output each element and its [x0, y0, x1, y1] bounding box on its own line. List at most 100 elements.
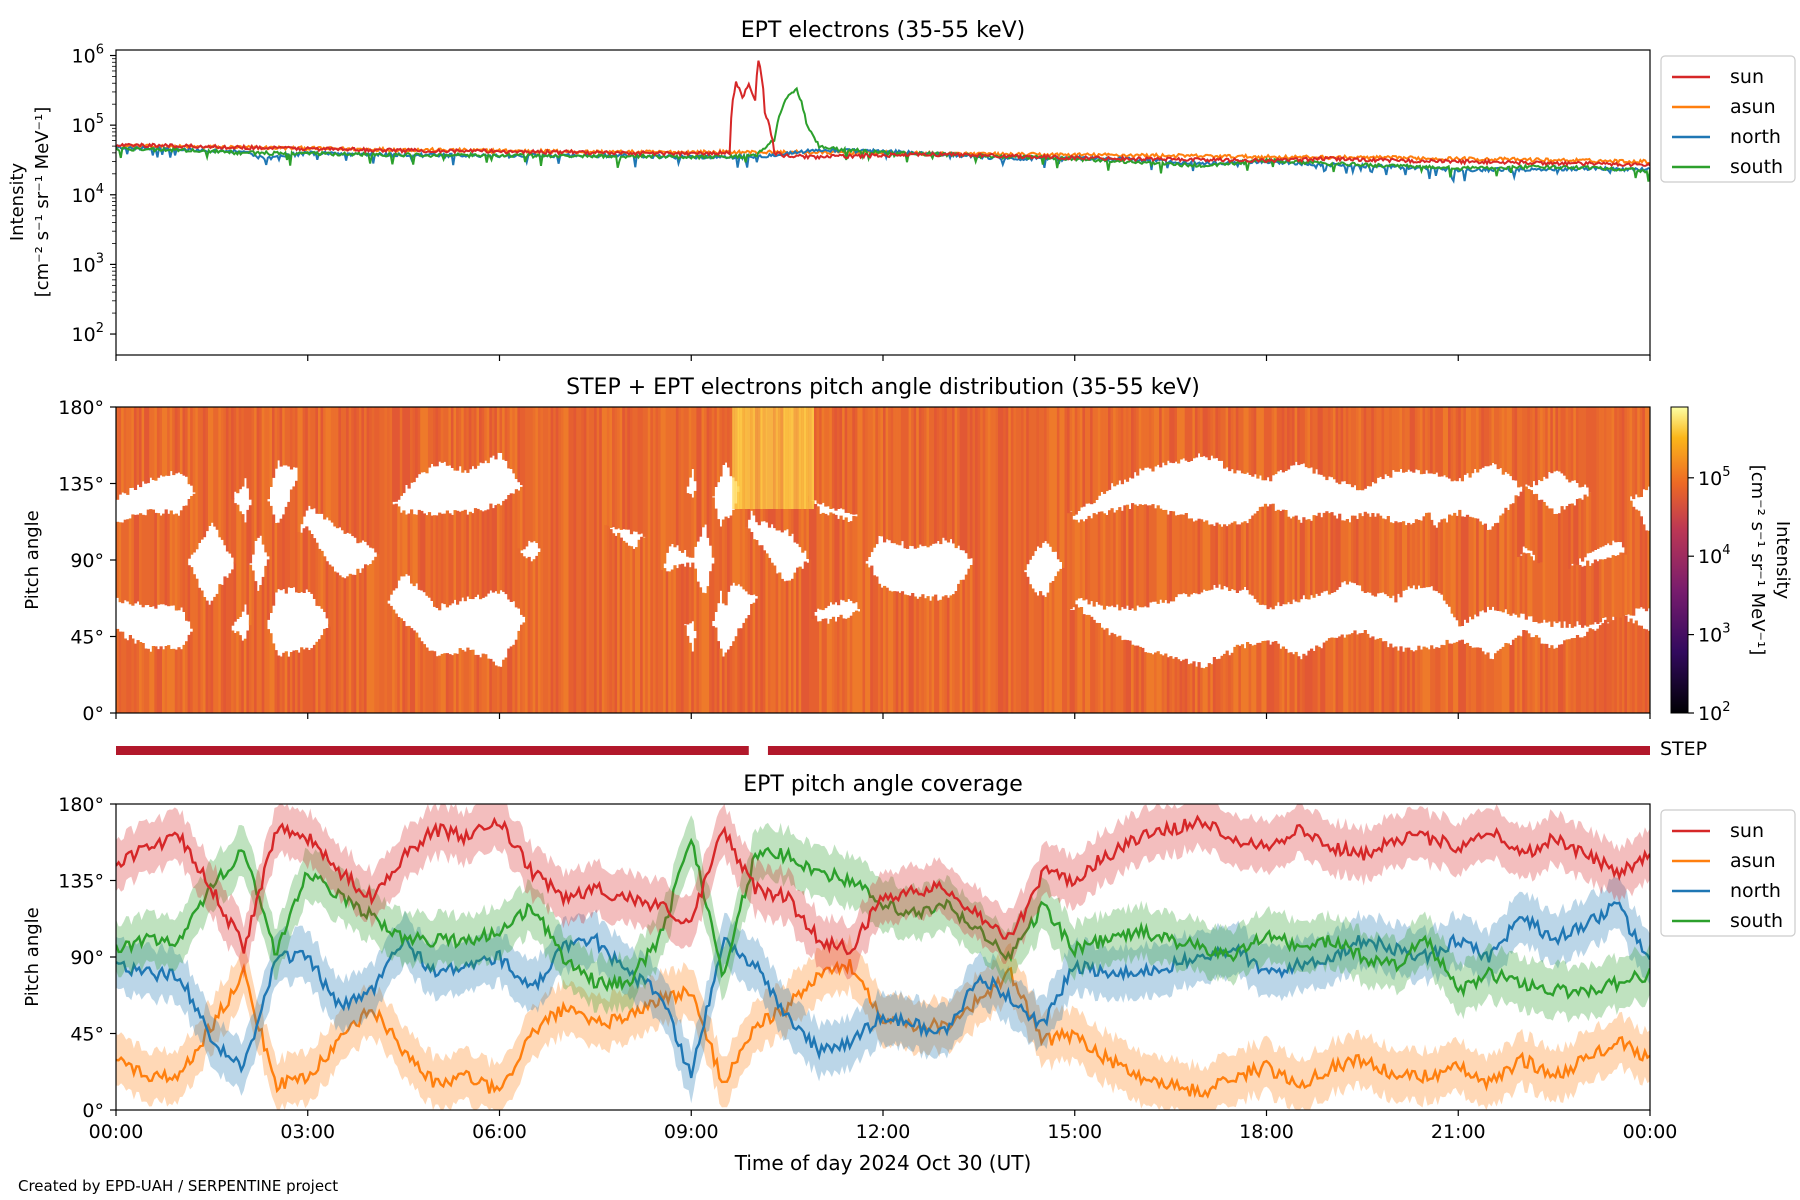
heat-cell	[430, 407, 434, 464]
heat-cell	[1343, 637, 1347, 713]
heat-cell	[123, 407, 127, 494]
heat-cell	[750, 532, 754, 596]
heat-cell	[471, 649, 475, 713]
heat-cell	[824, 513, 828, 609]
heat-cell	[1123, 505, 1127, 609]
heat-cell	[747, 615, 751, 713]
heat-cell	[1524, 630, 1528, 713]
heat-cell	[1233, 521, 1237, 591]
heat-cell	[448, 407, 452, 466]
heat-cell	[282, 514, 286, 590]
heat-cell	[1381, 641, 1385, 713]
heat-cell	[1105, 407, 1109, 492]
heat-cell-enhanced	[765, 407, 769, 509]
heat-cell	[144, 515, 148, 606]
x-tick-label: 21:00	[1431, 1121, 1486, 1143]
heat-cell	[985, 407, 989, 713]
heat-cell	[1550, 407, 1554, 474]
heat-cell	[714, 407, 718, 487]
heat-cell	[1483, 523, 1487, 613]
heat-cell	[604, 524, 608, 713]
heat-cell	[1583, 636, 1587, 713]
heat-cell-enhanced	[803, 407, 807, 509]
heat-cell	[663, 568, 667, 713]
heat-cell	[1570, 638, 1574, 713]
heat-cell	[1529, 556, 1533, 617]
y-tick-label: 0°	[82, 1100, 104, 1122]
heat-cell	[1588, 407, 1592, 493]
heat-cell	[706, 407, 710, 538]
heat-cell	[259, 585, 263, 713]
heat-cell	[1105, 628, 1109, 713]
heat-cell	[1320, 517, 1324, 593]
heat-cell	[461, 407, 465, 473]
heat-cell	[673, 565, 677, 713]
heat-cell	[711, 626, 715, 713]
heat-cell-enhanced	[770, 407, 774, 509]
heat-cell	[1179, 514, 1183, 595]
heat-cell	[361, 568, 365, 713]
heat-cell	[407, 513, 411, 576]
heat-cell	[1225, 407, 1229, 468]
heat-cell	[655, 407, 659, 713]
heat-cell	[566, 407, 570, 713]
heat-cell	[1120, 510, 1124, 608]
heat-cell	[1483, 654, 1487, 713]
heat-cell	[826, 407, 830, 507]
heat-cell	[187, 565, 191, 622]
y-tick-label: 135°	[58, 474, 104, 496]
heat-cell	[433, 407, 437, 467]
heat-cell	[1558, 644, 1562, 713]
heat-cell	[461, 649, 465, 713]
heat-cell	[205, 407, 209, 532]
heat-cell	[348, 573, 352, 713]
x-tick-label: 12:00	[856, 1121, 911, 1143]
colorbar-gradient	[1670, 406, 1689, 714]
heat-cell	[1356, 407, 1360, 491]
heat-cell	[1072, 407, 1076, 516]
heat-cell	[1235, 644, 1239, 713]
heat-cell	[1294, 651, 1298, 713]
heat-cell	[1593, 559, 1597, 623]
heat-cell	[1279, 407, 1283, 470]
heat-cell	[1604, 619, 1608, 713]
heat-cell	[1289, 518, 1293, 605]
heat-cell	[353, 574, 357, 713]
heat-cell-enhanced	[806, 407, 810, 509]
heat-cell	[381, 407, 386, 713]
heat-cell	[1601, 407, 1605, 547]
heat-cell-enhanced	[801, 407, 805, 509]
heat-cell-enhanced	[739, 407, 743, 509]
heat-cell	[1062, 564, 1066, 713]
heat-cell	[734, 636, 738, 713]
heat-cell	[880, 407, 884, 537]
heat-cell	[1402, 651, 1406, 713]
heat-cell	[312, 538, 317, 599]
heat-cell	[1356, 634, 1360, 713]
heat-cell	[476, 407, 480, 466]
heat-cell	[545, 407, 549, 713]
heat-cell	[1092, 407, 1096, 504]
heat-cell	[476, 654, 480, 713]
heat-cell	[328, 624, 332, 713]
heat-cell	[1591, 629, 1595, 713]
heat-cell	[1634, 620, 1638, 713]
y-tick-label: 180°	[58, 794, 104, 816]
y-tick-label: 135°	[58, 871, 104, 893]
heat-cell	[486, 658, 490, 713]
heat-cell	[318, 407, 322, 514]
heat-cell	[463, 651, 467, 713]
heat-cell	[688, 493, 692, 558]
heat-cell	[287, 407, 291, 467]
heat-cell	[681, 563, 685, 713]
heat-cell	[1251, 407, 1255, 477]
heat-cell	[596, 407, 600, 713]
heat-cell	[1432, 407, 1436, 475]
heat-cell	[172, 514, 176, 606]
heat-cell	[1537, 637, 1541, 713]
heat-cell	[146, 648, 150, 713]
heat-cell	[773, 565, 777, 713]
heat-cell	[223, 407, 227, 546]
heat-cell	[1192, 407, 1196, 459]
heat-cell	[842, 519, 846, 601]
